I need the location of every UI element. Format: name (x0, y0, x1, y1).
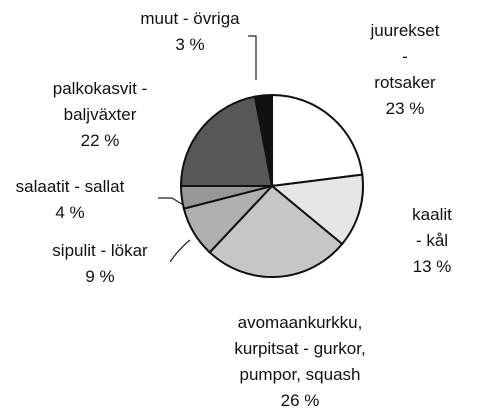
category-label: juurekset - rotsaker (370, 21, 440, 92)
category-label: kaalit - kål (412, 205, 452, 250)
category-label: salaatit - sallat (15, 177, 125, 196)
value-label: 3 % (175, 35, 205, 54)
leader-line (158, 197, 186, 207)
slice-label: muut - övriga 3 % (140, 6, 239, 58)
value-label: 4 % (55, 203, 85, 222)
slice-label: kaalit - kål 13 % (408, 202, 456, 280)
value-label: 13 % (412, 257, 452, 276)
value-label: 22 % (80, 131, 120, 150)
value-label: 26 % (280, 391, 320, 408)
category-label: avomaankurkku, kurpitsat - gurkor, pumpo… (234, 313, 366, 384)
value-label: 23 % (385, 99, 425, 118)
category-label: muut - övriga (140, 9, 240, 28)
pie-slice (179, 95, 274, 187)
pie-slice (269, 173, 364, 246)
slice-label: avomaankurkku, kurpitsat - gurkor, pumpo… (234, 310, 365, 408)
pie-slice (271, 93, 364, 188)
leader-line (248, 35, 257, 80)
pie-slice (253, 93, 273, 187)
leader-line (169, 239, 191, 263)
pie-slice (208, 184, 344, 278)
slice-label: palkokasvit - baljväxter 22 % (53, 76, 147, 154)
category-label: sipulit - lökar (52, 241, 148, 260)
category-label: palkokasvit - baljväxter (52, 79, 148, 124)
value-label: 9 % (85, 267, 115, 286)
slice-label: juurekset - rotsaker 23 % (368, 18, 443, 122)
slice-label: sipulit - lökar 9 % (52, 238, 147, 290)
slice-label: salaatit - sallat 4 % (16, 174, 125, 226)
